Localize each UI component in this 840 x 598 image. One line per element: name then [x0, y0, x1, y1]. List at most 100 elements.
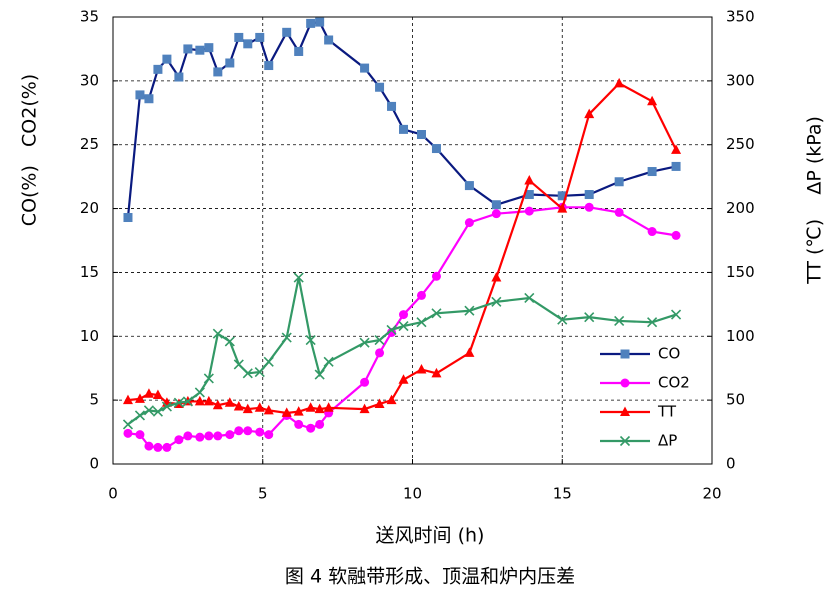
marker	[416, 290, 426, 300]
marker	[416, 129, 426, 139]
marker	[416, 363, 427, 374]
x-tick-label: 5	[258, 485, 268, 503]
x-tick-label: 20	[702, 485, 721, 503]
y2-tick-label: 0	[726, 455, 736, 473]
marker	[314, 369, 325, 380]
marker	[281, 407, 292, 417]
marker	[183, 431, 193, 441]
y-tick-label: 35	[80, 8, 99, 26]
marker	[431, 367, 442, 378]
marker	[224, 397, 235, 407]
marker	[647, 317, 658, 328]
marker	[242, 403, 253, 414]
marker	[233, 359, 244, 370]
marker	[305, 335, 316, 346]
marker	[557, 191, 567, 201]
marker	[203, 373, 214, 384]
marker	[464, 181, 474, 191]
marker	[122, 419, 134, 430]
marker	[614, 177, 624, 187]
marker	[386, 324, 397, 335]
marker	[557, 203, 568, 213]
marker	[647, 227, 657, 237]
series-line	[127, 206, 677, 449]
marker	[306, 18, 316, 28]
y-axis-label: CO(%) CO2(%)	[19, 74, 41, 226]
marker	[614, 77, 625, 88]
legend-label: CO	[658, 345, 680, 363]
y-tick-label: 0	[89, 455, 99, 473]
y-tick-label: 5	[89, 391, 99, 409]
marker	[224, 336, 235, 347]
marker	[647, 167, 657, 177]
series-line	[127, 277, 677, 426]
y2-tick-label: 150	[726, 263, 755, 281]
marker	[387, 101, 397, 111]
marker	[620, 406, 630, 416]
marker	[293, 272, 304, 283]
marker	[135, 90, 145, 100]
marker	[263, 404, 274, 415]
marker	[359, 337, 370, 348]
marker	[324, 35, 334, 45]
marker	[194, 387, 205, 398]
marker	[315, 17, 325, 27]
marker	[374, 335, 385, 346]
marker	[204, 431, 214, 441]
marker	[671, 144, 682, 154]
marker	[360, 377, 370, 387]
marker	[671, 161, 681, 171]
marker	[670, 309, 682, 320]
marker	[153, 64, 163, 74]
marker	[614, 315, 625, 327]
marker	[263, 356, 274, 367]
marker	[398, 374, 409, 384]
marker	[584, 190, 594, 200]
y2-tick-label: 50	[726, 391, 745, 409]
y2-axis-label: TT (℃) ΔP (kPa)	[804, 116, 826, 285]
marker	[134, 393, 145, 403]
marker	[225, 58, 235, 68]
marker	[524, 292, 535, 304]
marker	[213, 431, 223, 441]
marker	[614, 207, 624, 217]
marker	[524, 206, 534, 216]
marker	[174, 72, 184, 82]
marker	[195, 45, 205, 55]
marker	[135, 430, 145, 440]
marker	[144, 94, 154, 104]
marker	[491, 209, 501, 219]
y2-tick-label: 250	[726, 135, 755, 153]
y-tick-label: 20	[80, 199, 99, 217]
marker	[153, 442, 163, 452]
y2-tick-label: 300	[726, 71, 755, 89]
marker	[619, 435, 631, 447]
marker	[152, 406, 163, 417]
marker	[359, 403, 370, 414]
marker	[374, 398, 385, 408]
marker	[243, 39, 253, 49]
marker	[173, 397, 184, 408]
marker	[431, 308, 442, 319]
series-line	[126, 20, 677, 218]
marker	[399, 310, 409, 320]
marker	[242, 368, 253, 379]
marker	[194, 395, 205, 406]
marker	[524, 174, 535, 185]
legend-label: CO2	[658, 374, 690, 392]
marker	[243, 426, 253, 436]
marker	[174, 435, 184, 445]
marker	[254, 366, 265, 378]
legend-label: TT	[657, 403, 677, 421]
marker	[491, 272, 502, 282]
marker	[143, 405, 155, 416]
marker	[671, 230, 681, 240]
marker	[360, 63, 370, 73]
x-tick-label: 10	[403, 485, 422, 503]
marker	[524, 190, 534, 200]
marker	[323, 356, 334, 367]
marker	[212, 328, 223, 339]
y-tick-label: 30	[80, 71, 99, 89]
marker	[212, 399, 223, 410]
